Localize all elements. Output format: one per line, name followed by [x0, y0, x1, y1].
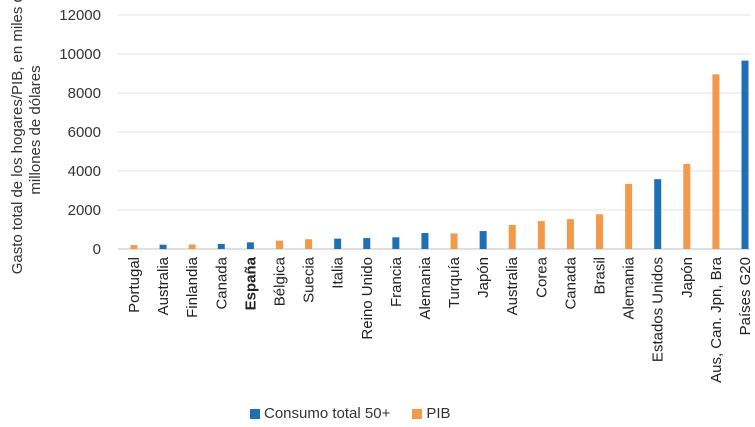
y-tick-label: 12000	[59, 7, 101, 24]
bar	[159, 244, 167, 249]
category-label: Portugal	[126, 257, 143, 313]
legend-item-pib: PIB	[412, 405, 451, 422]
bars	[130, 60, 749, 249]
bar-chart: 0 2000 4000 6000 8000 10000 12000 Portugal Aust…	[9, 0, 754, 383]
bar	[392, 237, 400, 249]
y-tick-label: 2000	[68, 202, 101, 219]
y-tick-label: 8000	[68, 85, 101, 102]
bar	[683, 163, 691, 249]
bar	[741, 60, 749, 249]
bar	[363, 238, 371, 249]
legend-swatch-pib	[412, 408, 423, 419]
legend-item-consumo: Consumo total 50+	[250, 405, 390, 422]
bar	[217, 243, 225, 249]
category-label: Alemania	[621, 256, 638, 319]
category-label: Reino Unido	[359, 257, 376, 340]
category-label: Canada	[562, 256, 579, 309]
category-label: Aus, Can. Jpn, Bra	[708, 256, 725, 383]
bar	[305, 239, 313, 249]
bar	[479, 231, 487, 249]
category-label: Estados Unidos	[650, 257, 667, 362]
bar	[537, 221, 545, 249]
bar	[450, 233, 458, 249]
category-label: Australia	[155, 256, 172, 315]
legend-swatch-consumo	[250, 408, 260, 419]
bar	[130, 245, 138, 249]
bar	[188, 244, 196, 249]
y-axis-label: Gasto total de los hogares/PIB, en miles…	[9, 0, 44, 274]
bar	[246, 242, 254, 249]
category-label: Italia	[330, 256, 347, 288]
y-tick-label: 4000	[68, 163, 101, 180]
y-tick-label: 10000	[59, 46, 101, 63]
legend: Consumo total 50+ PIB	[250, 405, 473, 422]
category-labels: Portugal Australia Finlandia Canada España Bé…	[126, 256, 754, 383]
bar	[334, 238, 342, 249]
category-label: Finlandia	[184, 256, 201, 318]
y-axis-ticks: 0 2000 4000 6000 8000 10000 12000	[59, 7, 101, 258]
category-label: Japón	[475, 257, 492, 298]
bar	[275, 240, 283, 249]
legend-label-pib: PIB	[426, 405, 451, 422]
category-label: Francia	[388, 256, 405, 307]
category-label: Bélgica	[271, 256, 288, 306]
y-tick-label: 0	[93, 241, 101, 258]
category-label: Corea	[533, 256, 550, 298]
category-label: Brasil	[592, 257, 609, 295]
gridlines	[118, 14, 750, 250]
category-label: España	[242, 256, 259, 310]
category-label: Canada	[213, 256, 230, 309]
category-label: Países G20	[737, 257, 754, 335]
category-label: Japón	[679, 257, 696, 298]
bar	[421, 233, 429, 249]
legend-label-consumo: Consumo total 50+	[264, 405, 391, 422]
y-tick-label: 6000	[68, 124, 101, 141]
bar	[566, 219, 574, 249]
category-label: Suecia	[301, 256, 318, 303]
category-label: Australia	[504, 256, 521, 315]
category-label: Turquía	[446, 256, 463, 308]
bar	[596, 214, 604, 249]
bar	[625, 183, 633, 249]
bar	[654, 179, 662, 249]
bar	[712, 74, 720, 249]
category-label: Alemania	[417, 256, 434, 319]
bar	[508, 225, 516, 249]
